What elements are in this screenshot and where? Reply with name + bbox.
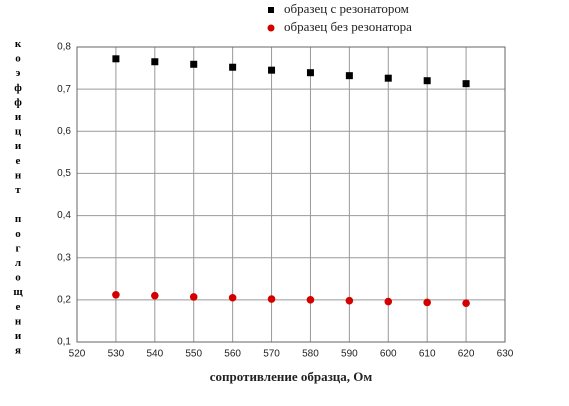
- point: [267, 295, 276, 303]
- point: [189, 293, 198, 301]
- point: [345, 296, 354, 305]
- point: [228, 293, 237, 302]
- point: [306, 69, 314, 77]
- x-tick-label: 630: [497, 349, 514, 360]
- y-tick-label: 0,2: [57, 294, 71, 305]
- y-tick-label: 0,6: [57, 126, 71, 137]
- plot-frame: [76, 46, 506, 343]
- point: [423, 298, 431, 307]
- x-tick-label: 610: [419, 349, 436, 360]
- x-tick-label: 570: [263, 349, 280, 360]
- x-axis-label: сопротивление образца, Ом: [210, 369, 373, 384]
- y-tick-label: 0,1: [57, 337, 71, 348]
- y-tick-label: 0,3: [57, 252, 71, 263]
- y-tick-label: 0,7: [57, 84, 71, 95]
- x-tick-label: 600: [380, 349, 397, 360]
- point: [112, 55, 120, 63]
- point: [151, 291, 159, 300]
- point: [384, 74, 392, 82]
- y-axis-label: коэффициент поглощения: [12, 38, 24, 360]
- x-tick-label: 560: [224, 349, 241, 360]
- point: [384, 297, 393, 306]
- x-tick-label: 550: [185, 349, 202, 360]
- y-tick-label: 0,8: [57, 42, 71, 53]
- legend-label: образец с резонатором: [284, 1, 409, 16]
- point: [151, 58, 159, 66]
- x-tick-label: 590: [341, 349, 358, 360]
- point: [268, 66, 276, 74]
- point: [345, 72, 353, 80]
- x-tick-label: 540: [146, 349, 163, 360]
- point: [462, 299, 470, 308]
- x-tick-label: 580: [302, 349, 319, 360]
- x-tick-label: 620: [458, 349, 475, 360]
- point: [229, 63, 237, 71]
- legend-label: образец без резонатора: [284, 19, 412, 34]
- y-tick-label: 0,4: [57, 210, 71, 221]
- point: [423, 77, 431, 85]
- point: [112, 291, 120, 299]
- legend-marker: [268, 7, 274, 13]
- point: [190, 60, 198, 68]
- x-tick-label: 530: [108, 349, 125, 360]
- legend-marker: [267, 24, 275, 32]
- point: [462, 80, 470, 88]
- y-tick-label: 0,5: [57, 168, 71, 179]
- point: [306, 296, 315, 304]
- x-tick-label: 520: [69, 349, 86, 360]
